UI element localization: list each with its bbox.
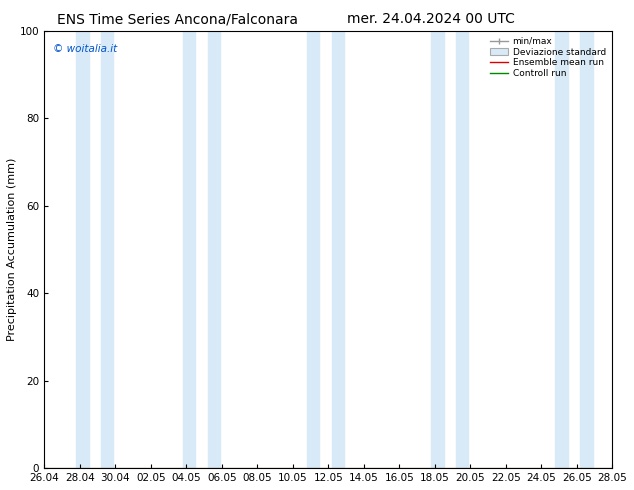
Bar xyxy=(101,30,113,468)
Text: © woitalia.it: © woitalia.it xyxy=(53,44,117,54)
Y-axis label: Precipitation Accumulation (mm): Precipitation Accumulation (mm) xyxy=(7,158,17,341)
Legend: min/max, Deviazione standard, Ensemble mean run, Controll run: min/max, Deviazione standard, Ensemble m… xyxy=(488,35,607,80)
Bar xyxy=(307,30,320,468)
Bar xyxy=(431,30,444,468)
Text: mer. 24.04.2024 00 UTC: mer. 24.04.2024 00 UTC xyxy=(347,12,515,26)
Text: ENS Time Series Ancona/Falconara: ENS Time Series Ancona/Falconara xyxy=(57,12,298,26)
Bar xyxy=(456,30,469,468)
Bar xyxy=(183,30,195,468)
Bar xyxy=(207,30,220,468)
Bar xyxy=(580,30,593,468)
Bar xyxy=(555,30,568,468)
Bar xyxy=(332,30,344,468)
Bar xyxy=(76,30,89,468)
